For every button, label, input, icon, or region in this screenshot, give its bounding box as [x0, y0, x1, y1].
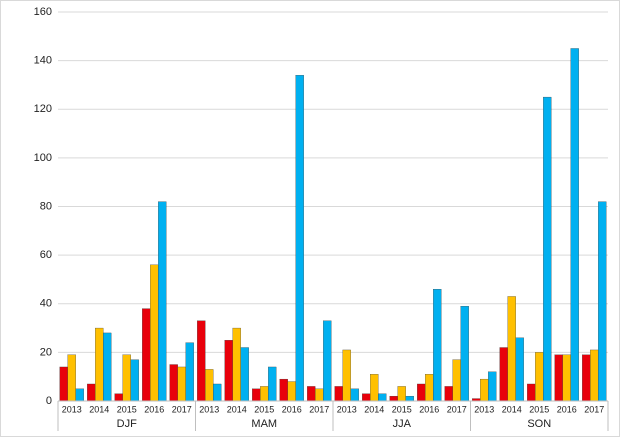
x-tick-label: 2015	[254, 404, 274, 414]
bar	[350, 388, 359, 402]
bar	[370, 374, 379, 402]
bar	[169, 364, 178, 402]
bar	[480, 378, 489, 402]
bar	[582, 354, 591, 402]
group-label: SON	[527, 418, 551, 430]
x-tick-label: 2013	[337, 404, 357, 414]
bar	[598, 201, 607, 402]
bar	[378, 393, 387, 402]
bar	[75, 388, 84, 402]
x-tick-label: 2014	[89, 404, 109, 414]
bar	[130, 359, 139, 402]
x-tick-label: 2013	[62, 404, 82, 414]
bar	[433, 289, 442, 402]
bar	[590, 349, 599, 402]
bar	[224, 340, 233, 402]
bar	[425, 374, 434, 402]
bar	[87, 383, 96, 402]
bar	[213, 383, 222, 402]
bar	[452, 359, 461, 402]
bar	[114, 393, 123, 402]
bar	[150, 264, 159, 402]
y-tick-label: 60	[40, 249, 52, 261]
y-tick-label: 0	[46, 395, 52, 407]
x-tick-label: 2017	[172, 404, 192, 414]
bar	[405, 395, 414, 402]
bar	[362, 393, 371, 402]
x-tick-label: 2017	[584, 404, 604, 414]
bar	[197, 320, 206, 402]
bar	[67, 354, 76, 402]
x-tick-label: 2013	[474, 404, 494, 414]
bar	[499, 347, 508, 402]
bar	[334, 386, 343, 402]
x-tick-label: 2015	[117, 404, 137, 414]
y-tick-label: 80	[40, 200, 52, 212]
bar	[268, 366, 277, 402]
bar	[177, 366, 186, 402]
bar	[260, 386, 269, 402]
bar	[342, 349, 351, 402]
bar	[515, 337, 524, 402]
y-tick-label: 160	[34, 6, 52, 18]
bar	[122, 354, 131, 402]
bar	[252, 388, 261, 402]
bar	[315, 388, 324, 402]
bar	[59, 366, 68, 402]
bar	[279, 378, 288, 402]
bar	[570, 48, 579, 402]
bar	[205, 369, 214, 402]
x-tick-label: 2015	[529, 404, 549, 414]
bar	[507, 296, 516, 402]
bar	[307, 386, 316, 402]
bar	[389, 395, 398, 402]
x-tick-label: 2014	[502, 404, 522, 414]
x-tick-label: 2016	[557, 404, 577, 414]
bar	[158, 201, 167, 402]
bar	[488, 371, 497, 402]
bar	[240, 347, 249, 402]
x-tick-label: 2016	[282, 404, 302, 414]
y-tick-label: 140	[34, 55, 52, 67]
x-tick-label: 2013	[199, 404, 219, 414]
x-tick-label: 2017	[447, 404, 467, 414]
x-tick-label: 2016	[419, 404, 439, 414]
bar	[397, 386, 406, 402]
y-tick-label: 120	[34, 103, 52, 115]
y-tick-label: 40	[40, 298, 52, 310]
x-tick-label: 2017	[309, 404, 329, 414]
y-tick-label: 100	[34, 152, 52, 164]
bar	[562, 354, 571, 402]
bar	[543, 96, 552, 402]
bar	[142, 308, 151, 402]
bar	[417, 383, 426, 402]
bar	[295, 75, 304, 402]
bar	[232, 327, 241, 402]
y-tick-label: 20	[40, 346, 52, 358]
x-tick-label: 2014	[364, 404, 384, 414]
bar	[460, 306, 469, 402]
bar	[554, 354, 563, 402]
bar	[444, 386, 453, 402]
bar	[287, 381, 296, 402]
bar	[95, 327, 104, 402]
x-tick-label: 2014	[227, 404, 247, 414]
x-tick-label: 2015	[392, 404, 412, 414]
bar	[103, 332, 112, 402]
bar	[185, 342, 194, 402]
group-label: MAM	[251, 418, 277, 430]
group-label: JJA	[393, 418, 412, 430]
group-label: DJF	[117, 418, 137, 430]
bar	[527, 383, 536, 402]
bar	[323, 320, 332, 402]
x-tick-label: 2016	[144, 404, 164, 414]
bar	[535, 352, 544, 402]
